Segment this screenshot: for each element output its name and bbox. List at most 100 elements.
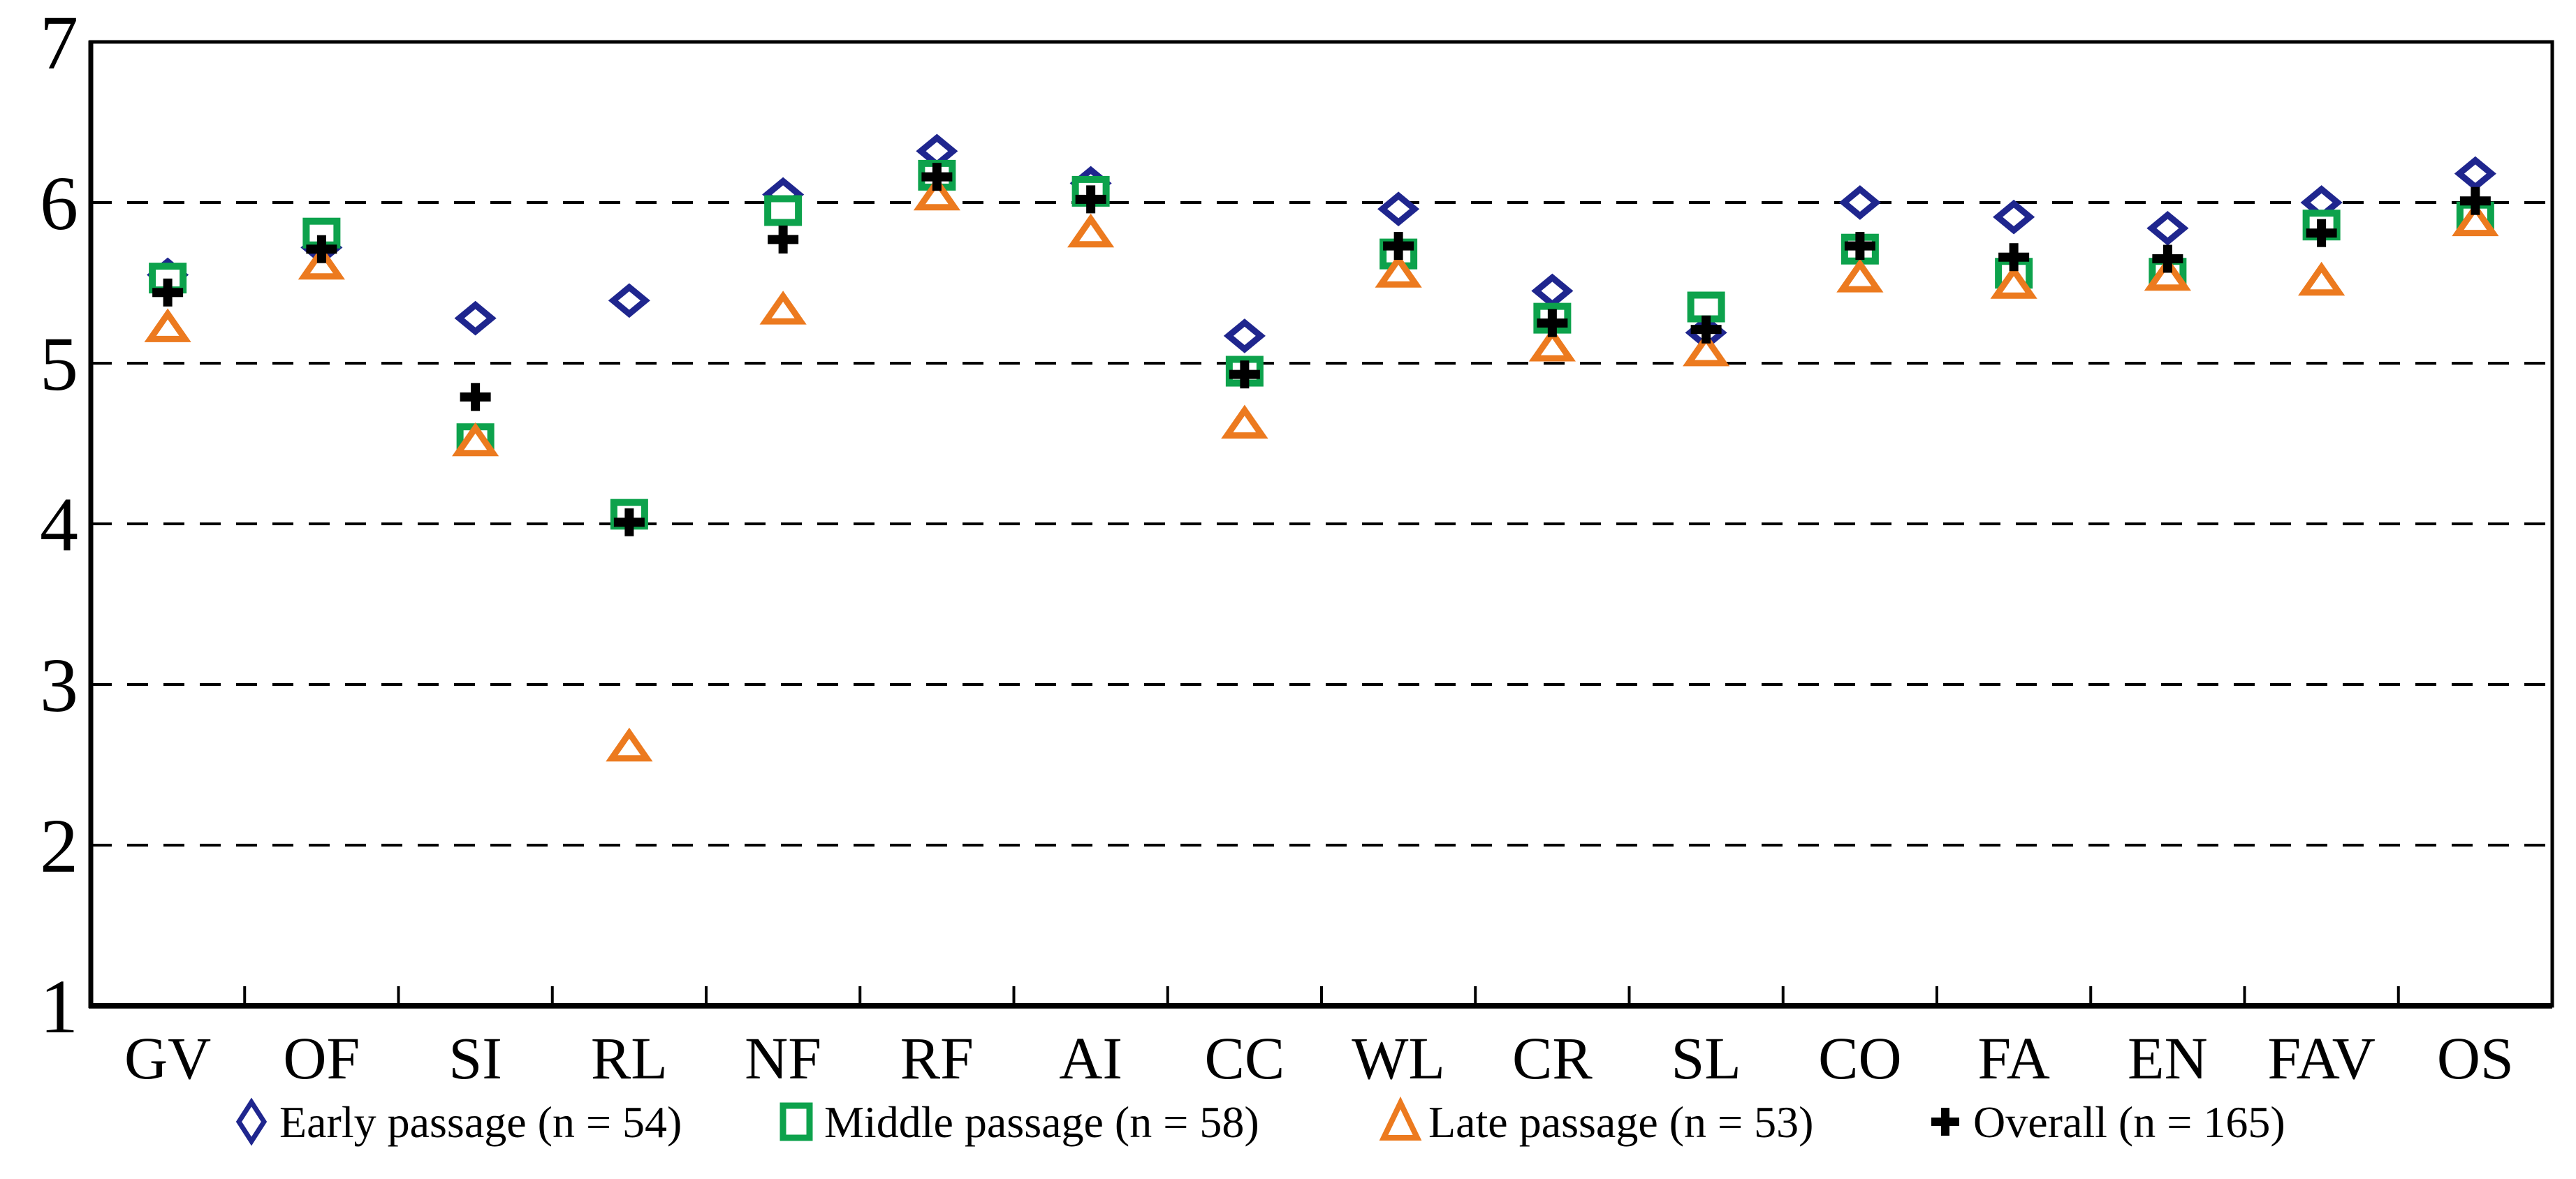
point-plus-GV (152, 278, 184, 307)
x-axis-label: EN (2128, 1025, 2208, 1092)
point-triangle-RF (913, 176, 960, 211)
plus-v-bar (1702, 315, 1711, 344)
legend-plus-icon (1931, 1108, 1959, 1136)
plus-v-bar (2009, 243, 2019, 272)
x-axis-label: FA (1977, 1025, 2050, 1092)
point-triangle-NF (759, 291, 807, 325)
plus-v-bar (2471, 186, 2480, 215)
plus-v-bar (624, 508, 634, 536)
point-triangle-FA (1990, 265, 2037, 299)
x-axis-label: SL (1671, 1025, 1741, 1092)
point-plus-CO (1844, 232, 1875, 261)
point-diamond-CR (1531, 273, 1574, 309)
x-axis-label: CC (1205, 1025, 1285, 1092)
point-diamond-RL (608, 283, 650, 318)
gridlines (91, 201, 2552, 847)
point-triangle-CR (1528, 328, 1576, 362)
point-triangle-WL (1375, 254, 1422, 288)
y-axis-label: 6 (40, 161, 78, 246)
plus-v-bar (471, 383, 481, 411)
plus-v-bar (1086, 185, 1096, 214)
point-plus-FAV (2306, 219, 2337, 247)
point-triangle-EN (2144, 256, 2191, 291)
x-axis-labels: GV OF SI RL NF RF AI CC WL CR SL CO FA EN FAV OS (124, 1025, 2514, 1092)
plus-v-bar (1393, 232, 1403, 261)
plus-v-bar (778, 225, 788, 254)
point-triangle-OF (298, 245, 345, 280)
point-diamond-CO (1838, 185, 1881, 220)
plus-v-bar (316, 235, 326, 263)
point-plus-EN (2152, 244, 2183, 273)
point-plus-RL (613, 508, 645, 536)
series-plus (152, 163, 2491, 536)
point-diamond-EN (2146, 210, 2189, 246)
point-triangle-FAV (2298, 261, 2346, 296)
x-axis-label: AI (1059, 1025, 1122, 1092)
x-axis-label: OF (283, 1025, 360, 1092)
point-plus-SI (460, 383, 491, 411)
legend-label: Early passage (n = 54) (279, 1097, 682, 1147)
y-axis-label: 5 (40, 321, 78, 407)
point-plus-WL (1383, 232, 1414, 261)
plus-v-bar (1240, 360, 1250, 389)
point-triangle-SI (452, 422, 499, 457)
legend-diamond-icon (235, 1097, 268, 1146)
legend-triangle-icon (1379, 1096, 1422, 1141)
point-diamond-WL (1377, 191, 1420, 227)
x-axis-label: SI (448, 1025, 502, 1092)
legend-square-icon (780, 1102, 813, 1141)
y-axis-label: 4 (40, 482, 78, 567)
x-axis-label: FAV (2267, 1025, 2376, 1092)
legend-item: Middle passage (n = 58) (780, 1097, 1259, 1147)
point-triangle-OS (2452, 202, 2499, 237)
x-axis-label: OS (2437, 1025, 2514, 1092)
legend-item: Overall (n = 165) (1931, 1097, 2285, 1147)
point-plus-OS (2459, 186, 2491, 215)
point-plus-CR (1537, 309, 1568, 337)
point-plus-NF (768, 225, 799, 254)
point-plus-OF (306, 235, 337, 263)
plus-v-bar (1941, 1108, 1949, 1136)
point-plus-SL (1690, 315, 1722, 344)
x-axis-label: GV (124, 1025, 211, 1092)
point-plus-RF (921, 163, 953, 191)
plus-v-bar (932, 163, 942, 191)
point-diamond-FA (1993, 199, 2035, 235)
point-plus-FA (1998, 243, 2030, 272)
legend-item: Late passage (n = 53) (1379, 1096, 1813, 1147)
point-triangle-AI (1067, 213, 1115, 248)
x-axis-label: CR (1512, 1025, 1593, 1092)
plus-v-bar (1547, 309, 1557, 337)
series-triangle (144, 176, 2499, 762)
plus-v-bar (2317, 219, 2327, 247)
legend-label: Overall (n = 165) (1973, 1097, 2285, 1147)
point-triangle-CC (1221, 404, 1268, 439)
legend-item: Early passage (n = 54) (235, 1097, 682, 1147)
y-axis-label: 1 (40, 964, 78, 1049)
point-diamond-SI (454, 300, 497, 336)
plus-v-bar (1855, 232, 1865, 261)
legend: Early passage (n = 54) Middle passage (n … (235, 1096, 2285, 1147)
x-axis-ticks (243, 986, 2400, 1006)
plus-v-bar (2162, 244, 2172, 273)
data-points (144, 133, 2499, 762)
point-square-SL (1687, 291, 1725, 323)
plus-v-bar (163, 278, 173, 307)
series-diamond (147, 133, 2496, 353)
point-triangle-SL (1683, 332, 1730, 367)
y-axis-labels: 1 2 3 4 5 6 7 (40, 0, 78, 1049)
point-triangle-RL (606, 727, 653, 762)
point-plus-AI (1075, 185, 1106, 214)
point-diamond-CC (1223, 318, 1266, 353)
point-triangle-GV (144, 308, 191, 342)
x-axis-label: RL (591, 1025, 668, 1092)
x-axis-label: CO (1818, 1025, 1901, 1092)
point-plus-CC (1229, 360, 1260, 389)
x-axis-label: WL (1352, 1025, 1445, 1092)
y-axis-label: 7 (40, 0, 78, 85)
legend-label: Late passage (n = 53) (1428, 1097, 1813, 1147)
x-axis-label: RF (900, 1025, 974, 1092)
